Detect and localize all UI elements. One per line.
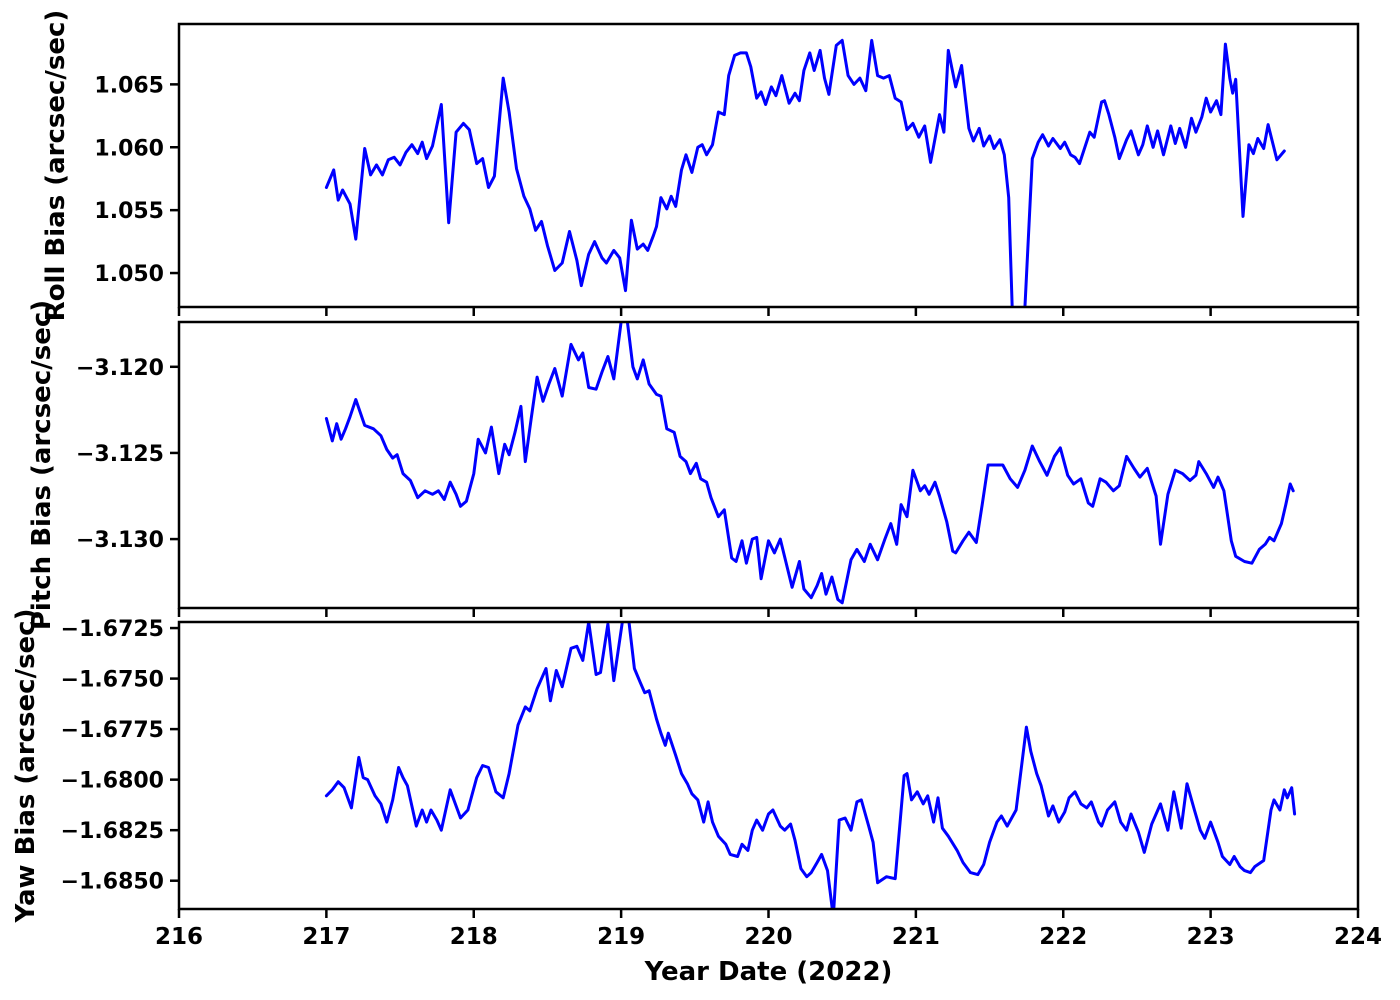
y-tick-label: −1.6775 <box>61 718 164 743</box>
panel-border <box>177 620 1360 911</box>
panel-border <box>177 320 1360 610</box>
y-tick-label: −3.120 <box>76 356 164 381</box>
y-tick-label: −1.6800 <box>61 769 164 794</box>
y-tick-label: 1.065 <box>94 73 164 98</box>
x-tick-label: 221 <box>892 924 940 950</box>
y-axis-label-yaw: Yaw Bias (arcsec/sec) <box>11 609 41 924</box>
y-axis-label-pitch: Pitch Bias (arcsec/sec) <box>27 300 57 630</box>
y-tick-label: −1.6750 <box>61 668 164 693</box>
y-tick-label: 1.050 <box>94 262 164 287</box>
y-tick-label: 1.060 <box>94 136 164 161</box>
x-tick-label: 216 <box>155 924 203 950</box>
x-axis-label: Year Date (2022) <box>644 957 893 987</box>
y-tick-label: −3.130 <box>76 528 164 553</box>
pitch-series-line <box>324 322 1295 605</box>
y-axis-label-roll: Roll Bias (arcsec/sec) <box>41 10 71 322</box>
x-tick-label: 223 <box>1187 924 1235 950</box>
roll-series-line <box>324 38 1286 307</box>
yaw-series-line <box>324 622 1297 909</box>
x-tick-label: 217 <box>302 924 350 950</box>
x-tick-label: 224 <box>1334 924 1382 950</box>
y-tick-label: 1.055 <box>94 199 164 224</box>
y-tick-label: −3.125 <box>76 442 164 467</box>
panel-border <box>177 22 1360 309</box>
y-tick-label: −1.6725 <box>61 617 164 642</box>
panel-pitch: −3.130 −3.125 −3.120 Pitch Bias (arcsec/sec… <box>27 300 1360 630</box>
panel-roll: 1.050 1.055 1.060 1.065 Roll Bias (arcsec/se… <box>41 10 1360 322</box>
y-tick-label: −1.6850 <box>61 870 164 895</box>
x-tick-label: 222 <box>1039 924 1087 950</box>
x-tick-label: 219 <box>597 924 645 950</box>
y-tick-label: −1.6825 <box>61 819 164 844</box>
panel-yaw: 216 217 218 219 220 221 222 223 224 −1.6850 −1.682… <box>11 609 1382 987</box>
x-tick-label: 218 <box>450 924 498 950</box>
x-tick-label: 220 <box>744 924 792 950</box>
